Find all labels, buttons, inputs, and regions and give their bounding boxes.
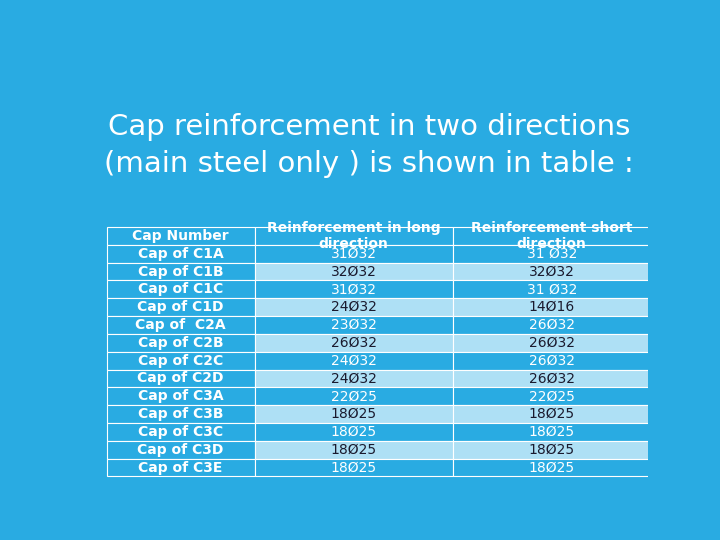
Text: 26Ø32: 26Ø32	[528, 318, 575, 332]
Text: 26Ø32: 26Ø32	[528, 354, 575, 368]
Text: 32Ø32: 32Ø32	[528, 265, 575, 279]
Bar	[255, 458, 453, 476]
Bar	[255, 245, 453, 262]
Bar	[453, 369, 651, 387]
Bar	[453, 245, 651, 262]
Text: Cap of C1B: Cap of C1B	[138, 265, 223, 279]
Bar	[107, 245, 255, 262]
Text: Cap of C3D: Cap of C3D	[138, 443, 224, 457]
Bar	[453, 458, 651, 476]
Text: 18Ø25: 18Ø25	[528, 443, 575, 457]
Text: 31 Ø32: 31 Ø32	[526, 247, 577, 261]
Bar	[107, 352, 255, 369]
Bar	[107, 262, 255, 280]
Bar	[255, 334, 453, 352]
Bar	[453, 262, 651, 280]
Bar	[107, 387, 255, 405]
Text: Cap of C2D: Cap of C2D	[138, 372, 224, 386]
Bar	[453, 316, 651, 334]
Text: Cap of C2B: Cap of C2B	[138, 336, 223, 350]
Text: Cap reinforcement in two directions
(main steel only ) is shown in table :: Cap reinforcement in two directions (mai…	[104, 113, 634, 178]
Bar	[107, 423, 255, 441]
Text: 31 Ø32: 31 Ø32	[526, 282, 577, 296]
Text: 26Ø32: 26Ø32	[330, 336, 377, 350]
Text: Cap of C3B: Cap of C3B	[138, 407, 223, 421]
Bar	[255, 405, 453, 423]
Text: 24Ø32: 24Ø32	[330, 300, 377, 314]
Text: 26Ø32: 26Ø32	[528, 336, 575, 350]
Text: 31Ø32: 31Ø32	[330, 282, 377, 296]
Bar	[453, 441, 651, 458]
Bar	[107, 405, 255, 423]
Text: 22Ø25: 22Ø25	[330, 389, 377, 403]
Bar	[453, 334, 651, 352]
Bar	[107, 298, 255, 316]
Text: 22Ø25: 22Ø25	[528, 389, 575, 403]
Text: 18Ø25: 18Ø25	[528, 461, 575, 475]
Text: Cap of C1D: Cap of C1D	[138, 300, 224, 314]
Text: 18Ø25: 18Ø25	[330, 425, 377, 439]
Bar	[255, 280, 453, 298]
Bar	[453, 387, 651, 405]
Bar	[255, 441, 453, 458]
Text: Cap of C3A: Cap of C3A	[138, 389, 223, 403]
Text: Cap of C1A: Cap of C1A	[138, 247, 223, 261]
Text: 24Ø32: 24Ø32	[330, 372, 377, 386]
Bar	[453, 352, 651, 369]
Bar	[107, 458, 255, 476]
Text: Reinforcement short
direction: Reinforcement short direction	[471, 221, 632, 251]
Text: 14Ø16: 14Ø16	[528, 300, 575, 314]
Bar	[255, 423, 453, 441]
Text: Cap of C3C: Cap of C3C	[138, 425, 223, 439]
Text: Cap of C1C: Cap of C1C	[138, 282, 223, 296]
Bar	[453, 298, 651, 316]
Bar	[107, 334, 255, 352]
Text: 18Ø25: 18Ø25	[330, 407, 377, 421]
Bar	[255, 227, 453, 245]
Bar	[107, 77, 631, 223]
Bar	[453, 423, 651, 441]
Text: Cap Number: Cap Number	[132, 229, 229, 243]
Bar	[255, 316, 453, 334]
Bar	[255, 352, 453, 369]
Text: 18Ø25: 18Ø25	[330, 461, 377, 475]
Text: 23Ø32: 23Ø32	[330, 318, 377, 332]
Text: 18Ø25: 18Ø25	[330, 443, 377, 457]
Text: 26Ø32: 26Ø32	[528, 372, 575, 386]
Bar	[107, 441, 255, 458]
Text: 18Ø25: 18Ø25	[528, 425, 575, 439]
Text: Cap of  C2A: Cap of C2A	[135, 318, 226, 332]
Bar	[453, 280, 651, 298]
Bar	[255, 262, 453, 280]
Text: 31Ø32: 31Ø32	[330, 247, 377, 261]
Bar	[107, 316, 255, 334]
Text: Cap of C3E: Cap of C3E	[138, 461, 223, 475]
Text: 32Ø32: 32Ø32	[330, 265, 377, 279]
Bar	[453, 405, 651, 423]
Bar	[107, 227, 255, 245]
Bar	[255, 387, 453, 405]
Text: 24Ø32: 24Ø32	[330, 354, 377, 368]
Bar	[107, 369, 255, 387]
Text: Reinforcement in long
direction: Reinforcement in long direction	[267, 221, 441, 251]
Bar	[453, 227, 651, 245]
Bar	[255, 369, 453, 387]
Text: 18Ø25: 18Ø25	[528, 407, 575, 421]
Bar	[255, 298, 453, 316]
Bar	[107, 280, 255, 298]
Text: Cap of C2C: Cap of C2C	[138, 354, 223, 368]
